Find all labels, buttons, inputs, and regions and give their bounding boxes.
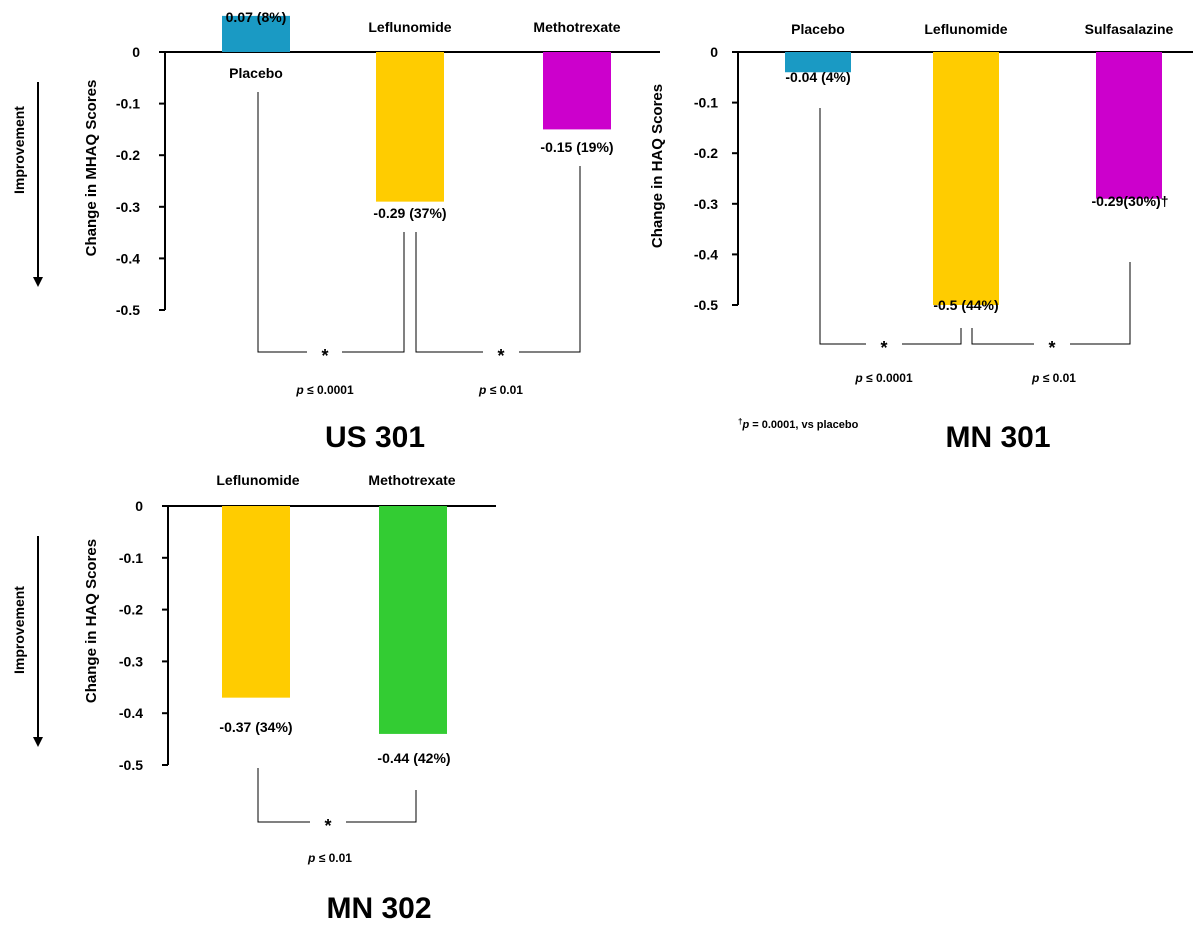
y-tick-label: 0 [132, 44, 140, 60]
comparison-bracket-2 [415, 166, 581, 353]
y-tick-label: -0.3 [119, 653, 143, 669]
p-value-2: p ≤ 0.01 [478, 383, 523, 397]
chart-us301: 0 -0.1 -0.2 -0.3 -0.4 -0.5 Placebo Leflunomid… [11, 9, 660, 454]
y-tick-label: -0.4 [119, 705, 143, 721]
comparison-bracket-1 [257, 92, 405, 353]
chart-mn301: 0 -0.1 -0.2 -0.3 -0.4 -0.5 Placebo Leflunomid… [649, 21, 1193, 454]
bar-placebo [222, 15, 290, 52]
y-tick-label: -0.3 [694, 196, 718, 212]
y-tick-label: -0.3 [116, 199, 140, 215]
y-tick-label: -0.2 [119, 602, 143, 618]
significance-star-2: * [1048, 338, 1055, 358]
bar-leflunomide [933, 52, 999, 305]
improvement-label: Improvement [11, 106, 27, 194]
value-label-leflunomide: -0.29 (37%) [373, 205, 446, 221]
y-axis-label: Change in HAQ Scores [83, 539, 100, 703]
value-label-methotrexate: -0.44 (42%) [377, 750, 450, 766]
category-label-methotrexate: Methotrexate [533, 19, 620, 35]
p-value-2: p ≤ 0.01 [1031, 371, 1076, 385]
y-tick-label: 0 [710, 44, 718, 60]
category-label-placebo: Placebo [229, 65, 283, 81]
bar-placebo [785, 52, 851, 73]
category-label-placebo: Placebo [791, 21, 845, 37]
improvement-label: Improvement [11, 586, 27, 674]
y-axis-label: Change in MHAQ Scores [83, 80, 100, 257]
category-label-sulfasalazine: Sulfasalazine [1085, 21, 1174, 37]
category-label-methotrexate: Methotrexate [368, 472, 455, 488]
y-tick-label: -0.2 [694, 145, 718, 161]
p-value-1: p ≤ 0.01 [307, 851, 352, 865]
y-tick-label: -0.4 [116, 250, 140, 266]
y-tick-label: -0.1 [116, 96, 140, 112]
y-axis-label: Change in HAQ Scores [649, 84, 666, 248]
bar-leflunomide [376, 52, 444, 202]
bar-leflunomide [222, 506, 290, 698]
p-value-1: p ≤ 0.0001 [854, 371, 913, 385]
bars [222, 15, 611, 202]
comparison-bracket-1 [819, 108, 962, 345]
value-label-methotrexate: -0.15 (19%) [540, 139, 613, 155]
panel-title: MN 301 [945, 421, 1050, 454]
value-label-sulfasalazine: -0.29(30%)† [1091, 193, 1168, 209]
value-label-placebo: 0.07 (8%) [226, 9, 287, 25]
y-ticks: 0 -0.1 -0.2 -0.3 -0.4 -0.5 [116, 44, 165, 318]
category-label-leflunomide: Leflunomide [924, 21, 1007, 37]
significance-star-1: * [324, 816, 331, 836]
y-tick-label: -0.5 [694, 297, 718, 313]
y-tick-label: -0.5 [119, 757, 143, 773]
significance-star-1: * [880, 338, 887, 358]
panel-title: MN 302 [326, 892, 431, 925]
bar-methotrexate [543, 52, 611, 130]
chart-mn302: 0 -0.1 -0.2 -0.3 -0.4 -0.5 Leflunomide Methot… [11, 472, 496, 925]
bars [222, 506, 447, 734]
panel-title: US 301 [325, 421, 425, 454]
bars [785, 52, 1162, 305]
category-label-leflunomide: Leflunomide [368, 19, 451, 35]
y-tick-label: -0.1 [119, 550, 143, 566]
comparison-bracket-2 [971, 262, 1131, 345]
significance-star-1: * [321, 346, 328, 366]
significance-star-2: * [497, 346, 504, 366]
y-ticks: 0 -0.1 -0.2 -0.3 -0.4 -0.5 [119, 498, 168, 773]
bar-sulfasalazine [1096, 52, 1162, 199]
y-tick-label: 0 [135, 498, 143, 514]
category-label-leflunomide: Leflunomide [216, 472, 299, 488]
value-label-leflunomide: -0.37 (34%) [219, 719, 292, 735]
y-tick-label: -0.1 [694, 95, 718, 111]
y-tick-label: -0.2 [116, 147, 140, 163]
y-tick-label: -0.5 [116, 302, 140, 318]
p-value-1: p ≤ 0.0001 [295, 383, 354, 397]
value-label-placebo: -0.04 (4%) [785, 69, 850, 85]
y-ticks: 0 -0.1 -0.2 -0.3 -0.4 -0.5 [694, 44, 738, 313]
comparison-bracket-1 [257, 768, 417, 823]
y-tick-label: -0.4 [694, 246, 718, 262]
value-label-leflunomide: -0.5 (44%) [933, 297, 998, 313]
footnote: †p = 0.0001, vs placebo [738, 417, 859, 432]
bar-methotrexate [379, 506, 447, 734]
